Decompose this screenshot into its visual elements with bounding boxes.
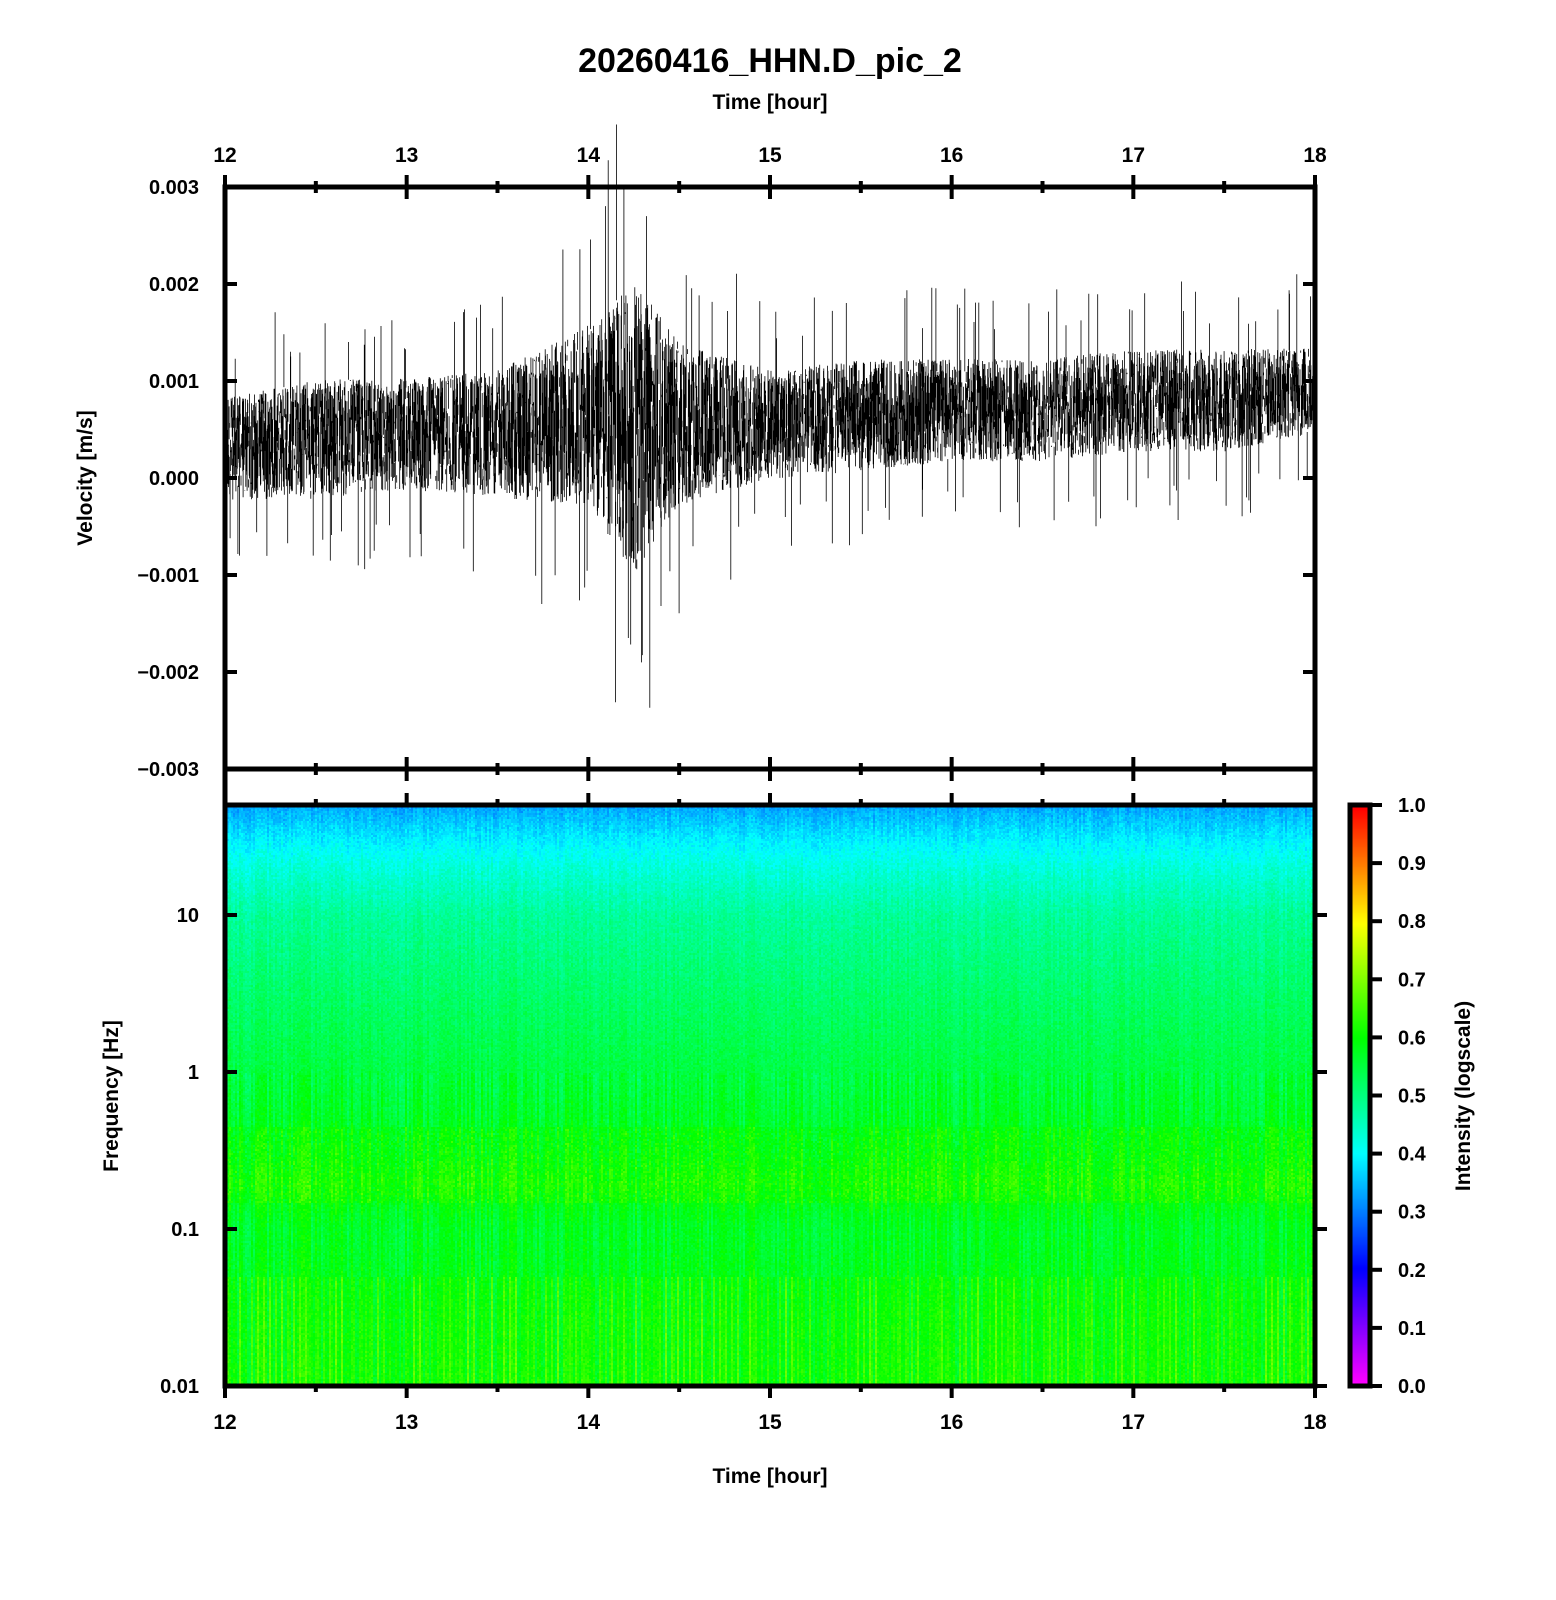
top-x-tick-label: 17	[1122, 144, 1145, 167]
top-y-tick-label: −0.002	[137, 662, 199, 684]
bottom-x-tick-label: 17	[1122, 1411, 1145, 1434]
colorbar-tick-label: 0.4	[1398, 1144, 1427, 1166]
bottom-y-tick-label: 1	[188, 1062, 199, 1084]
colorbar-tick-label: 0.3	[1398, 1202, 1426, 1224]
top-x-axis-label: Time [hour]	[712, 91, 827, 114]
axes: 12 12 13 13 14 14 15 15 16 16 17 17 18 18 0.003 0.002 0.…	[137, 144, 1426, 1434]
waveform-plot-area	[224, 124, 1316, 708]
top-x-tick-label: 13	[395, 144, 418, 167]
top-x-tick-label: 18	[1303, 144, 1327, 167]
top-y-tick-label: 0.001	[149, 371, 199, 393]
bottom-y-tick-label: 0.01	[160, 1376, 199, 1398]
chart-title: 20260416_HHN.D_pic_2	[578, 42, 962, 80]
bottom-x-axis-label: Time [hour]	[712, 1465, 827, 1488]
spectrogram-heatmap	[227, 807, 1313, 1385]
bottom-x-tick-label: 15	[758, 1411, 782, 1434]
bottom-x-tick-label: 16	[940, 1411, 963, 1434]
colorbar-tick-label: 0.1	[1398, 1318, 1426, 1340]
top-y-tick-label: 0.000	[149, 468, 199, 490]
colorbar-tick-label: 0.6	[1398, 1027, 1426, 1049]
colorbar-tick-label: 1.0	[1398, 795, 1426, 817]
colorbar-tick-label: 0.2	[1398, 1260, 1426, 1282]
colorbar-tick-label: 0.5	[1398, 1086, 1426, 1108]
top-y-tick-label: −0.001	[137, 565, 199, 587]
top-x-tick-label: 15	[758, 144, 782, 167]
colorbar-tick-label: 0.9	[1398, 853, 1426, 875]
top-x-tick-label: 14	[577, 144, 601, 167]
top-y-axis-label: Velocity [m/s]	[74, 410, 97, 545]
bottom-x-tick-label: 13	[395, 1411, 418, 1434]
bottom-x-tick-label: 12	[213, 1411, 236, 1434]
colorbar-tick-label: 0.0	[1398, 1376, 1426, 1398]
colorbar-gradient	[1352, 807, 1368, 1385]
top-y-tick-label: 0.002	[149, 274, 199, 296]
bottom-x-tick-label: 14	[577, 1411, 601, 1434]
colorbar-tick-label: 0.8	[1398, 911, 1426, 933]
top-x-tick-label: 16	[940, 144, 963, 167]
top-x-tick-label: 12	[213, 144, 236, 167]
bottom-x-tick-label: 18	[1303, 1411, 1327, 1434]
velocity-trace	[224, 124, 1316, 708]
bottom-y-tick-label: 10	[177, 905, 199, 927]
top-y-tick-label: −0.003	[137, 759, 199, 781]
bottom-y-axis-label: Frequency [Hz]	[100, 1020, 123, 1172]
top-y-tick-label: 0.003	[149, 177, 199, 199]
bottom-y-tick-label: 0.1	[171, 1219, 199, 1241]
colorbar-label: Intensity (logscale)	[1452, 1001, 1475, 1191]
colorbar-tick-label: 0.7	[1398, 969, 1426, 991]
